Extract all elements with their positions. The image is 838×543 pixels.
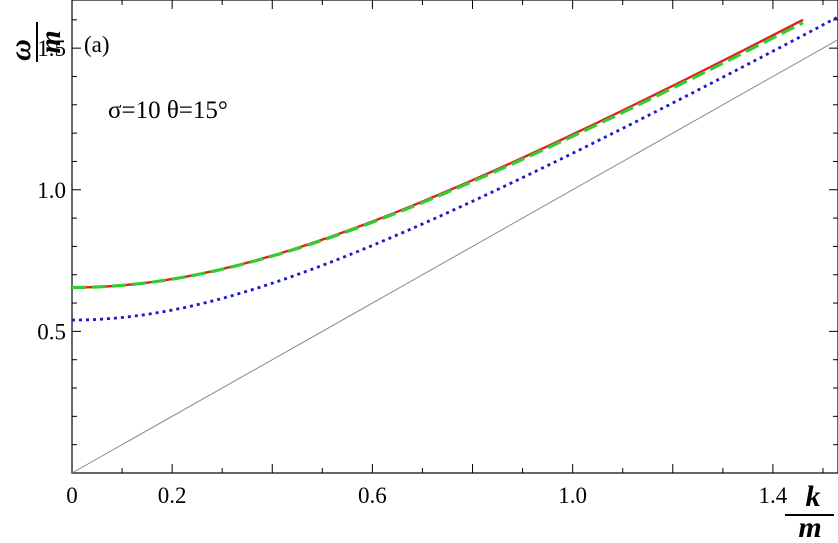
x-tick-label: 1.4 (759, 483, 788, 508)
x-tick-label: 0.2 (158, 483, 187, 508)
x-tick-label: 0 (66, 483, 78, 508)
x-axis-label-numerator: k (806, 480, 821, 513)
parameter-annotation: σ=10 θ=15° (108, 97, 228, 124)
y-axis-label: ω m (4, 22, 67, 62)
series-line-dotted (71, 15, 838, 322)
x-axis-label-denominator: m (798, 511, 821, 543)
panel-label: (a) (84, 32, 110, 57)
y-tick-label: 1.5 (37, 36, 66, 61)
curves-group (71, 15, 838, 474)
tick-marks (71, 0, 838, 473)
y-axis-label-numerator: ω (4, 39, 37, 61)
series-line-solid-thin (71, 39, 838, 474)
y-axis-label-denominator: m (34, 30, 67, 53)
x-axis-label: k m (785, 480, 834, 543)
plot-frame (71, 0, 838, 474)
series-line-solid (71, 18, 804, 289)
tick-labels-group: 0 0.2 0.6 1.0 1.4 0.5 1.0 1.5 (37, 36, 788, 508)
y-tick-label: 0.5 (37, 319, 66, 344)
y-tick-label: 1.0 (37, 178, 66, 203)
x-tick-label: 0.6 (358, 483, 387, 508)
series-line-dashed (71, 21, 804, 290)
x-tick-label: 1.0 (558, 483, 587, 508)
